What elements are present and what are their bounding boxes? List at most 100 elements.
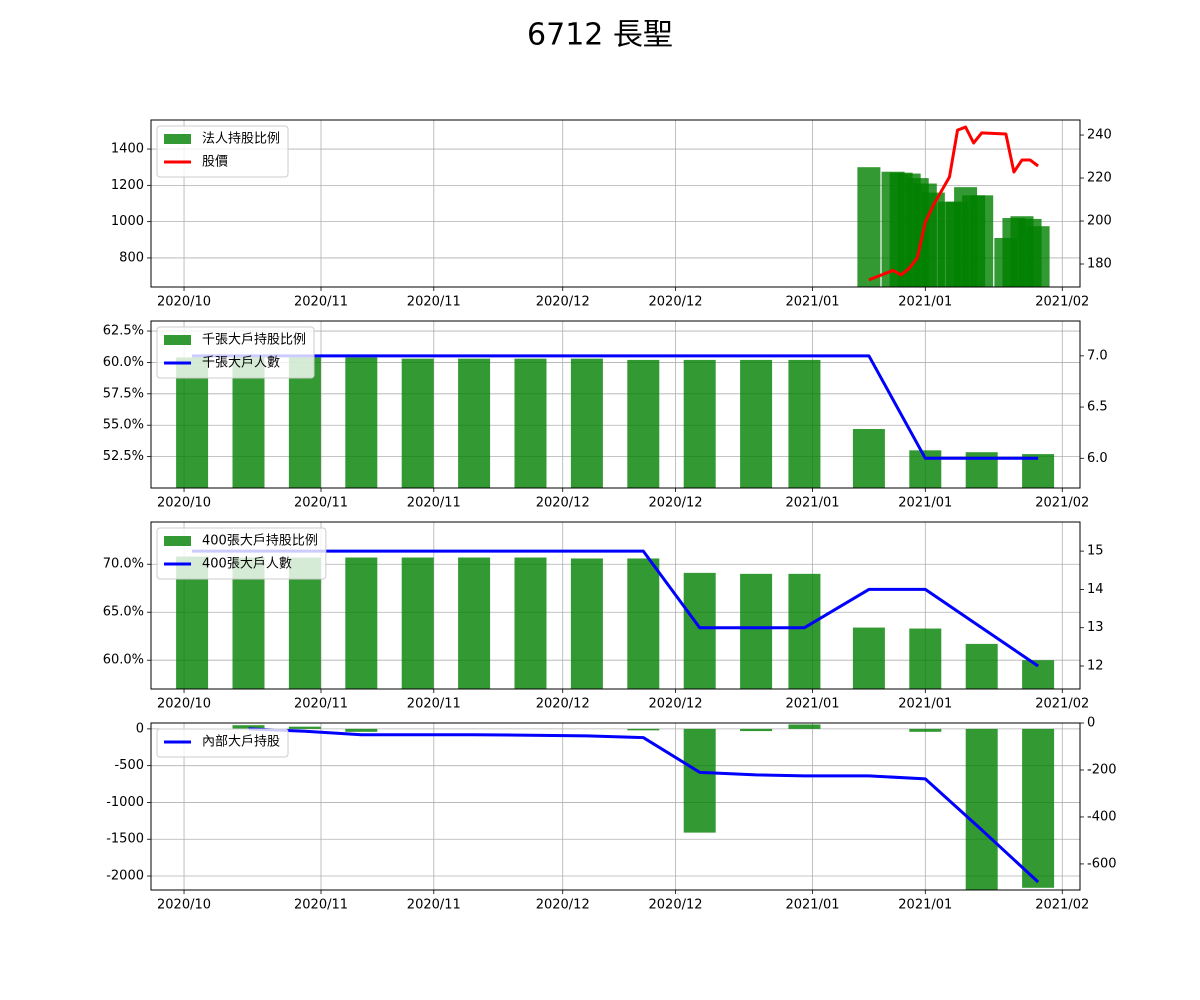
bar (788, 573, 821, 689)
y-tick-label: 52.5% (103, 449, 144, 464)
figure-title: 6712 長聖 (527, 18, 673, 53)
y2-tick-label: 200 (1087, 214, 1112, 229)
plot-area (232, 724, 1055, 890)
x-tick-label: 2021/02 (1035, 496, 1089, 511)
bar (683, 728, 716, 833)
y2-tick-label: 7.0 (1087, 348, 1108, 363)
bar (788, 724, 821, 729)
x-tick-label: 2021/01 (785, 295, 839, 310)
bar (852, 428, 885, 488)
x-tick-label: 2020/11 (294, 898, 348, 913)
y-tick-label: -1000 (106, 795, 144, 810)
line (868, 125, 1039, 282)
y-tick-label: 57.5% (103, 386, 144, 401)
y2-tick-label: 240 (1087, 128, 1112, 143)
bar (232, 725, 265, 729)
bar (909, 628, 942, 689)
legend-box (156, 728, 289, 758)
x-tick-label: 2020/11 (407, 496, 461, 511)
bar (458, 358, 491, 488)
bar (514, 358, 547, 488)
x-tick-label: 2021/01 (898, 496, 952, 511)
bar (740, 573, 773, 689)
x-tick-label: 2020/12 (649, 496, 703, 511)
bar (740, 359, 773, 488)
bar (788, 359, 821, 488)
x-tick-label: 2021/02 (1035, 697, 1089, 712)
y2-tick-label: 0 (1087, 716, 1095, 731)
line (192, 354, 1039, 460)
y-tick-label: -1500 (106, 832, 144, 847)
legend-label: 股價 (202, 155, 228, 170)
x-tick-label: 2020/10 (157, 697, 211, 712)
legend-label: 法人持股比例 (202, 132, 280, 147)
y2-tick-label: 12 (1087, 659, 1104, 674)
x-tick-label: 2020/11 (294, 697, 348, 712)
legend-swatch (164, 536, 191, 546)
axes-frame (150, 320, 1081, 489)
y-tick-label: 55.0% (103, 418, 144, 433)
legend-label: 400張大戶持股比例 (202, 534, 318, 549)
y2-tick-label: -400 (1087, 809, 1117, 824)
y-tick-label: 1000 (111, 214, 144, 229)
legend-box (156, 326, 315, 379)
bar (288, 357, 321, 488)
y2-tick-label: -600 (1087, 856, 1117, 871)
y2-tick-label: 6.5 (1087, 400, 1108, 415)
y2-tick-label: 13 (1087, 620, 1104, 635)
line (192, 549, 1039, 668)
x-tick-label: 2021/01 (785, 697, 839, 712)
bar (401, 358, 434, 488)
x-tick-label: 2021/01 (785, 898, 839, 913)
x-tick-label: 2020/11 (407, 898, 461, 913)
bar (627, 558, 660, 689)
legend-box (156, 527, 327, 580)
panel: 2020/10 2020/11 2020/11 2020/12 2020/12 2021/… (103, 320, 1108, 511)
x-tick-label: 2021/01 (898, 697, 952, 712)
bar (232, 357, 265, 488)
y-tick-label: -500 (114, 758, 144, 773)
y-tick-label: 1400 (111, 142, 144, 157)
x-tick-label: 2020/10 (157, 898, 211, 913)
x-tick-label: 2021/02 (1035, 295, 1089, 310)
x-tick-label: 2020/10 (157, 295, 211, 310)
legend-label: 400張大戶人數 (202, 557, 292, 572)
panel: 2020/10 2020/11 2020/11 2020/12 2020/12 2021/… (106, 716, 1116, 913)
legend-swatch (164, 134, 191, 144)
bar (514, 557, 547, 689)
x-tick-label: 2020/11 (407, 295, 461, 310)
bar (570, 558, 603, 689)
x-tick-label: 2020/10 (157, 496, 211, 511)
x-tick-label: 2021/01 (898, 898, 952, 913)
plot-area (176, 354, 1055, 488)
bar (909, 728, 942, 732)
legend-swatch (164, 335, 191, 345)
legend: 內部大戶持股 (156, 728, 289, 758)
bar (1026, 226, 1050, 287)
y2-tick-label: 220 (1087, 171, 1112, 186)
x-tick-label: 2021/02 (1035, 898, 1089, 913)
y-tick-label: 70.0% (103, 557, 144, 572)
y-tick-label: 0 (136, 721, 144, 736)
bar (401, 557, 434, 689)
bar (965, 728, 998, 890)
y-tick-label: 60.0% (103, 653, 144, 668)
legend-label: 千張大戶人數 (202, 356, 280, 371)
bar (683, 359, 716, 488)
y2-tick-label: 180 (1087, 257, 1112, 272)
x-tick-label: 2020/12 (649, 295, 703, 310)
y-tick-label: 62.5% (103, 324, 144, 339)
bar (852, 627, 885, 689)
y-tick-label: 1200 (111, 178, 144, 193)
bar (627, 359, 660, 488)
y-tick-label: 800 (119, 250, 144, 265)
x-tick-label: 2020/12 (536, 295, 590, 310)
x-tick-label: 2020/11 (294, 295, 348, 310)
y-tick-label: 65.0% (103, 605, 144, 620)
bar (965, 643, 998, 689)
bar (458, 557, 491, 689)
bar (345, 357, 378, 488)
